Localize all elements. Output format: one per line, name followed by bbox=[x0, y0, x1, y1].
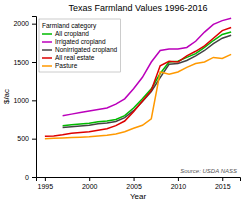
y-tick-label: 1500 bbox=[13, 59, 29, 66]
y-tick-label: 1000 bbox=[13, 97, 29, 104]
legend-label: Nonirrigated cropland bbox=[55, 46, 118, 54]
legend-label: Pasture bbox=[55, 62, 78, 69]
chart: 1995 2000 2005 2010 2015 0 500 1000 1500 2000 Sour… bbox=[0, 0, 248, 202]
x-tick: 1995 bbox=[38, 177, 54, 190]
x-tick-label: 2015 bbox=[215, 183, 231, 190]
x-tick-mark bbox=[178, 177, 179, 181]
legend: Farmland categoryAll croplandIrrigated c… bbox=[39, 19, 121, 72]
x-tick-label: 2000 bbox=[82, 183, 98, 190]
y-tick: 1000 bbox=[13, 97, 36, 104]
x-axis-line bbox=[37, 178, 241, 182]
title: Texas Farmland Values 1996-2016 bbox=[69, 3, 208, 13]
y-tick-mark bbox=[32, 100, 36, 101]
x-tick-mark bbox=[222, 177, 223, 181]
y-axis: 0 500 1000 1500 2000 bbox=[13, 17, 36, 181]
y-tick-label: 2000 bbox=[13, 20, 29, 27]
y-tick-mark bbox=[32, 62, 36, 63]
y-axis-title: $/ac bbox=[2, 89, 11, 104]
legend-label: All real estate bbox=[55, 54, 95, 61]
y-tick-mark bbox=[32, 24, 36, 25]
x-tick-mark bbox=[89, 177, 90, 181]
y-tick: 1500 bbox=[13, 59, 36, 66]
lines bbox=[45, 18, 231, 138]
y-tick-mark bbox=[32, 177, 36, 178]
annotation: Source: USDA NASS bbox=[180, 168, 237, 174]
x-axis-title: Year bbox=[130, 192, 147, 201]
y-tick-label: 500 bbox=[17, 135, 29, 142]
legend-label: All cropland bbox=[55, 30, 89, 38]
legend-swatch bbox=[42, 33, 52, 35]
x-tick: 2000 bbox=[82, 177, 98, 190]
y-tick-mark bbox=[32, 139, 36, 140]
x-tick-label: 1995 bbox=[38, 183, 54, 190]
x-tick-mark bbox=[134, 177, 135, 181]
x-tick: 2015 bbox=[215, 177, 231, 190]
y-axis-line bbox=[32, 17, 37, 178]
x-tick-label: 2010 bbox=[171, 183, 187, 190]
legend-label: Irrigated cropland bbox=[55, 38, 106, 46]
legend-swatch bbox=[42, 65, 52, 67]
y-tick: 0 bbox=[25, 174, 36, 181]
legend-swatch bbox=[42, 49, 52, 51]
series-line bbox=[45, 54, 231, 138]
plot-area: 1995 2000 2005 2010 2015 0 500 1000 1500 2000 Sour… bbox=[13, 17, 240, 190]
y-tick-label: 0 bbox=[25, 174, 29, 181]
y-tick: 500 bbox=[17, 135, 36, 142]
legend-box bbox=[39, 19, 121, 72]
legend-swatch bbox=[42, 41, 52, 43]
x-tick: 2005 bbox=[126, 177, 142, 190]
legend-swatch bbox=[42, 57, 52, 59]
x-tick: 2010 bbox=[171, 177, 187, 190]
x-axis: 1995 2000 2005 2010 2015 bbox=[37, 177, 241, 190]
legend-title: Farmland category bbox=[42, 22, 97, 30]
x-tick-label: 2005 bbox=[126, 183, 142, 190]
x-tick-mark bbox=[45, 177, 46, 181]
y-tick: 2000 bbox=[13, 20, 36, 27]
series-line bbox=[45, 28, 231, 137]
